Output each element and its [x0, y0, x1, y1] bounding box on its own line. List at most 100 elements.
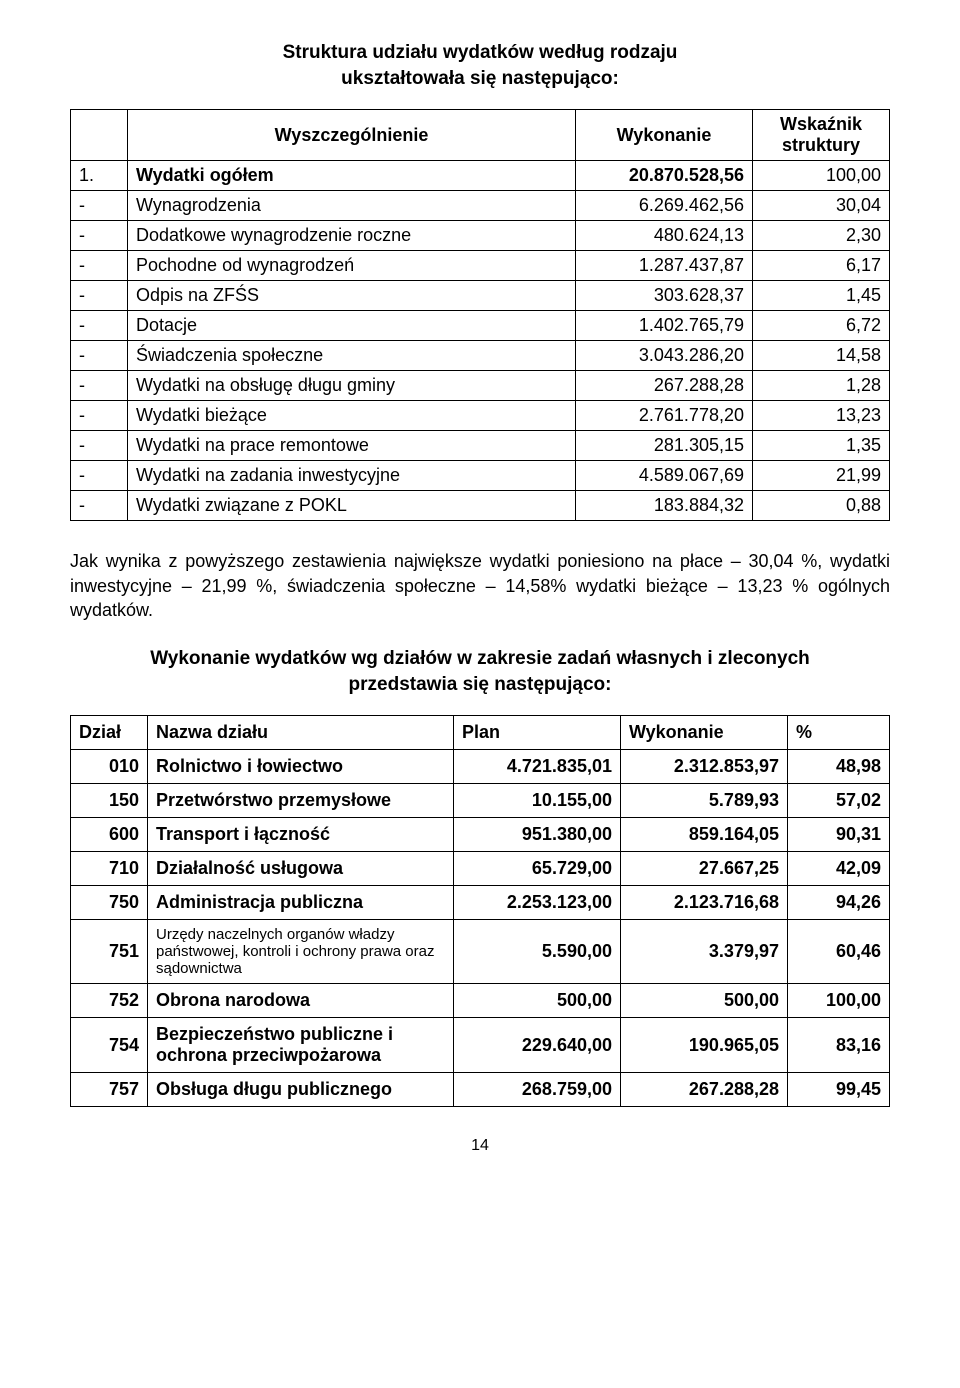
row-exec: 183.884,32: [576, 491, 753, 521]
row-num: -: [71, 431, 128, 461]
row-exec: 1.402.765,79: [576, 311, 753, 341]
dept-plan: 10.155,00: [454, 784, 621, 818]
dept-name: Transport i łączność: [148, 818, 454, 852]
row-exec: 267.288,28: [576, 371, 753, 401]
dept-name: Urzędy naczelnych organów władzy państwo…: [148, 920, 454, 984]
dept-plan: 229.640,00: [454, 1018, 621, 1073]
row-label: Wydatki bieżące: [128, 401, 576, 431]
row-exec: 303.628,37: [576, 281, 753, 311]
row-label: Wydatki ogółem: [128, 161, 576, 191]
dept-code: 757: [71, 1073, 148, 1107]
dept-name: Bezpieczeństwo publiczne i ochrona przec…: [148, 1018, 454, 1073]
row-num: -: [71, 251, 128, 281]
table-row: 752Obrona narodowa500,00500,00100,00: [71, 984, 890, 1018]
row-label: Wydatki związane z POKL: [128, 491, 576, 521]
row-num: -: [71, 341, 128, 371]
table-row: -Świadczenia społeczne3.043.286,2014,58: [71, 341, 890, 371]
dept-name: Obrona narodowa: [148, 984, 454, 1018]
dept-name: Rolnictwo i łowiectwo: [148, 750, 454, 784]
dept-code: 150: [71, 784, 148, 818]
row-ind: 1,45: [753, 281, 890, 311]
row-label: Wydatki na zadania inwestycyjne: [128, 461, 576, 491]
row-exec: 20.870.528,56: [576, 161, 753, 191]
dept-code: 010: [71, 750, 148, 784]
dept-pct: 90,31: [788, 818, 890, 852]
dept-pct: 83,16: [788, 1018, 890, 1073]
table-row: -Wynagrodzenia6.269.462,5630,04: [71, 191, 890, 221]
dept-code: 600: [71, 818, 148, 852]
row-label: Wynagrodzenia: [128, 191, 576, 221]
dept-exec: 267.288,28: [621, 1073, 788, 1107]
row-ind: 100,00: [753, 161, 890, 191]
row-ind: 30,04: [753, 191, 890, 221]
table-row: -Odpis na ZFŚS303.628,371,45: [71, 281, 890, 311]
dept-plan: 500,00: [454, 984, 621, 1018]
departments-table: DziałNazwa działuPlanWykonanie%010Rolnic…: [70, 715, 890, 1107]
dept-code: 750: [71, 886, 148, 920]
dept-exec: 2.312.853,97: [621, 750, 788, 784]
dept-pct: 60,46: [788, 920, 890, 984]
table-row: 1.Wydatki ogółem20.870.528,56100,00: [71, 161, 890, 191]
col-d5: %: [788, 716, 890, 750]
row-ind: 13,23: [753, 401, 890, 431]
col-d3: Plan: [454, 716, 621, 750]
page-title: Struktura udziału wydatków według rodzaj…: [70, 40, 890, 91]
row-num: -: [71, 491, 128, 521]
col-d1: Dział: [71, 716, 148, 750]
dept-name: Administracja publiczna: [148, 886, 454, 920]
table-row: 710Działalność usługowa65.729,0027.667,2…: [71, 852, 890, 886]
table-row: -Wydatki na zadania inwestycyjne4.589.06…: [71, 461, 890, 491]
row-label: Pochodne od wynagrodzeń: [128, 251, 576, 281]
dept-plan: 65.729,00: [454, 852, 621, 886]
row-ind: 1,28: [753, 371, 890, 401]
row-label: Świadczenia społeczne: [128, 341, 576, 371]
table-row: 754Bezpieczeństwo publiczne i ochrona pr…: [71, 1018, 890, 1073]
table-row: -Dodatkowe wynagrodzenie roczne480.624,1…: [71, 221, 890, 251]
table-row: 010Rolnictwo i łowiectwo4.721.835,012.31…: [71, 750, 890, 784]
dept-pct: 42,09: [788, 852, 890, 886]
table-row: -Pochodne od wynagrodzeń1.287.437,876,17: [71, 251, 890, 281]
table-row: 600Transport i łączność951.380,00859.164…: [71, 818, 890, 852]
row-num: 1.: [71, 161, 128, 191]
row-label: Dotacje: [128, 311, 576, 341]
row-label: Wydatki na prace remontowe: [128, 431, 576, 461]
subtitle-line-2: przedstawia się następująco:: [349, 674, 612, 695]
row-label: Odpis na ZFŚS: [128, 281, 576, 311]
structure-table: WyszczególnienieWykonanieWskaźnik strukt…: [70, 109, 890, 521]
dept-plan: 4.721.835,01: [454, 750, 621, 784]
row-num: -: [71, 371, 128, 401]
page-number: 14: [70, 1137, 890, 1155]
row-num: -: [71, 221, 128, 251]
row-ind: 14,58: [753, 341, 890, 371]
table-row: 750Administracja publiczna2.253.123,002.…: [71, 886, 890, 920]
row-ind: 2,30: [753, 221, 890, 251]
table-row: 757Obsługa długu publicznego268.759,0026…: [71, 1073, 890, 1107]
title-line-1: Struktura udziału wydatków według rodzaj…: [283, 42, 678, 63]
row-ind: 0,88: [753, 491, 890, 521]
row-exec: 4.589.067,69: [576, 461, 753, 491]
table-row: -Wydatki na obsługę długu gminy267.288,2…: [71, 371, 890, 401]
row-ind: 6,17: [753, 251, 890, 281]
row-exec: 1.287.437,87: [576, 251, 753, 281]
row-num: -: [71, 311, 128, 341]
dept-exec: 2.123.716,68: [621, 886, 788, 920]
dept-name: Działalność usługowa: [148, 852, 454, 886]
row-label: Wydatki na obsługę długu gminy: [128, 371, 576, 401]
col-name: Wyszczególnienie: [128, 110, 576, 161]
dept-exec: 5.789,93: [621, 784, 788, 818]
row-num: -: [71, 191, 128, 221]
dept-pct: 57,02: [788, 784, 890, 818]
dept-code: 710: [71, 852, 148, 886]
dept-plan: 268.759,00: [454, 1073, 621, 1107]
row-exec: 281.305,15: [576, 431, 753, 461]
dept-exec: 859.164,05: [621, 818, 788, 852]
row-exec: 6.269.462,56: [576, 191, 753, 221]
dept-code: 751: [71, 920, 148, 984]
dept-code: 754: [71, 1018, 148, 1073]
row-exec: 3.043.286,20: [576, 341, 753, 371]
col-blank: [71, 110, 128, 161]
dept-plan: 5.590,00: [454, 920, 621, 984]
table-row: -Wydatki bieżące2.761.778,2013,23: [71, 401, 890, 431]
row-label: Dodatkowe wynagrodzenie roczne: [128, 221, 576, 251]
table-row: 751Urzędy naczelnych organów władzy pańs…: [71, 920, 890, 984]
